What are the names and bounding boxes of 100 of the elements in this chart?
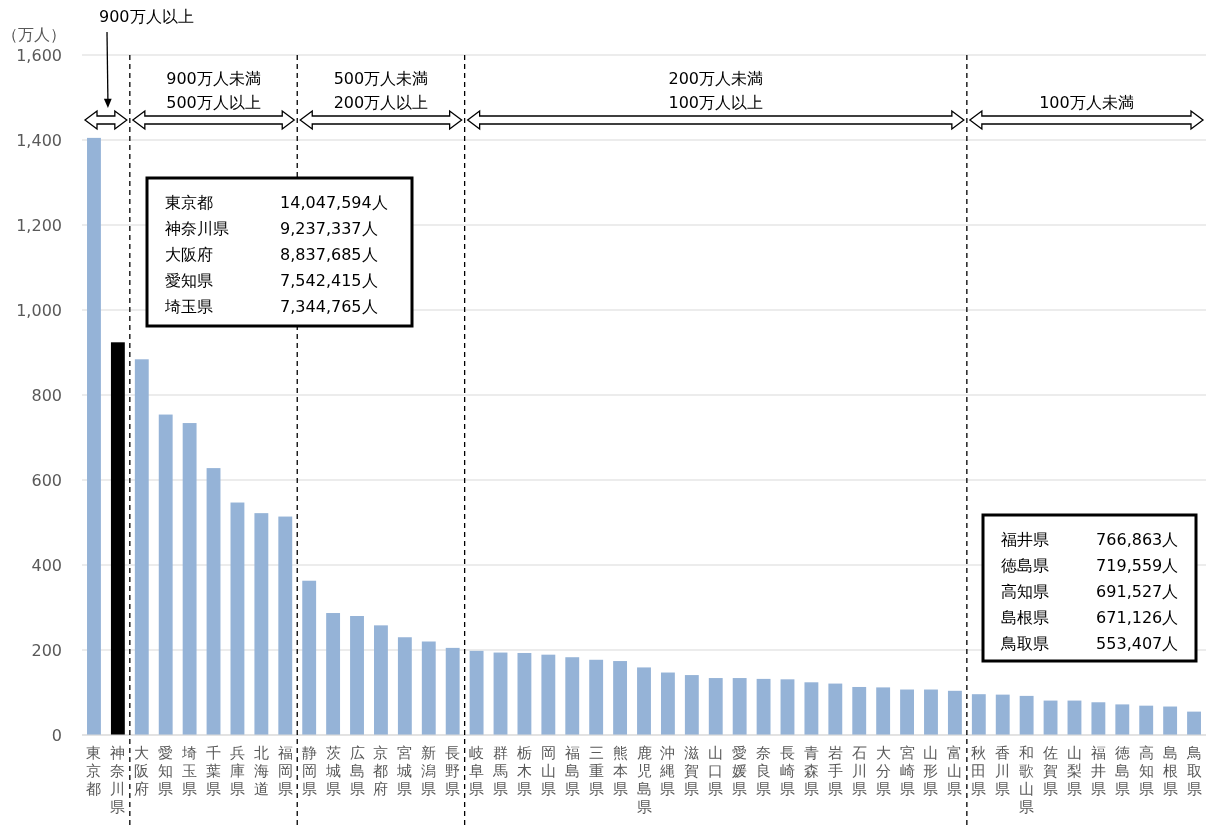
x-tick-label: 滋賀県	[684, 744, 700, 798]
x-tick-label: 愛媛県	[732, 744, 748, 798]
bar	[278, 516, 293, 735]
bar	[493, 652, 508, 735]
x-tick-label: 福井県	[1090, 744, 1106, 798]
x-tick-label: 奈良県	[756, 744, 772, 798]
y-axis-title: （万人）	[2, 25, 66, 44]
bar	[637, 667, 651, 735]
bar	[206, 468, 221, 735]
x-tick-label: 新潟県	[421, 744, 437, 798]
x-tick-label: 鹿児島県	[636, 744, 652, 816]
y-tick-label: 1,000	[16, 301, 62, 320]
bar	[1139, 705, 1154, 735]
bar	[1187, 711, 1201, 735]
annotation: 500万人未満	[333, 69, 429, 88]
x-tick-label: 鳥取県	[1185, 744, 1202, 798]
x-tick-label: 佐賀県	[1043, 744, 1059, 798]
y-tick-label: 800	[31, 386, 62, 405]
x-tick-label: 岡山県	[540, 744, 556, 798]
bar	[565, 657, 580, 735]
bar	[876, 687, 891, 735]
bar	[947, 690, 962, 735]
text: 埼玉県 7,344,765人	[165, 297, 378, 316]
x-tick-label: 大阪府	[134, 744, 150, 798]
text: 愛知県 7,542,415人	[165, 271, 378, 290]
x-tick-label: 山口県	[708, 744, 724, 798]
text: 島根県 671,126人	[1001, 608, 1179, 627]
x-tick-label: 愛知県	[158, 744, 174, 798]
x-tick-label: 岐阜県	[469, 744, 485, 798]
text: 福井県 766,863人	[1001, 530, 1179, 549]
bar	[134, 359, 149, 735]
annotation: 200万人未満	[668, 69, 764, 88]
x-tick-label: 山形県	[923, 744, 939, 798]
x-tick-label: 岩手県	[827, 744, 843, 798]
bar	[110, 342, 125, 735]
bar	[971, 694, 986, 735]
x-tick-label: 島根県	[1162, 744, 1178, 798]
bar	[995, 694, 1010, 735]
x-tick-label: 京都府	[373, 744, 389, 798]
x-tick-label: 静岡県	[301, 744, 317, 798]
x-tick-label: 山梨県	[1066, 744, 1082, 798]
x-tick-label: 福島県	[564, 744, 580, 798]
x-tick-label: 北海道	[253, 744, 269, 798]
bar	[445, 647, 460, 735]
bar	[756, 678, 771, 735]
x-tick-label: 兵庫県	[229, 744, 245, 798]
x-tick-label: 富山県	[947, 744, 963, 798]
x-tick-label: 群馬県	[492, 744, 509, 798]
x-tick-label: 石川県	[851, 744, 867, 798]
bar	[1163, 706, 1178, 735]
bar	[230, 502, 245, 735]
y-tick-label: 1,600	[16, 46, 62, 65]
bar	[469, 650, 484, 735]
x-tick-label: 和歌山県	[1019, 744, 1035, 816]
bar	[397, 637, 412, 735]
y-tick-label: 1,400	[16, 131, 62, 150]
y-tick-label: 1,200	[16, 216, 62, 235]
bar	[1091, 702, 1106, 735]
x-tick-label: 長野県	[445, 744, 461, 798]
text: 高知県 691,527人	[1001, 582, 1179, 601]
bar	[182, 423, 197, 735]
y-tick-label: 200	[31, 641, 62, 660]
x-tick-label: 香川県	[995, 744, 1011, 798]
bar	[660, 672, 675, 735]
bar	[732, 678, 747, 735]
x-tick-label: 福岡県	[277, 744, 293, 798]
bar	[589, 659, 604, 735]
text: 鳥取県 553,407人	[1001, 634, 1179, 653]
annotation: 100万人以上	[668, 93, 764, 112]
annotation: 500万人以上	[166, 93, 261, 112]
x-tick-label: 広島県	[349, 744, 365, 798]
x-tick-label: 三重県	[588, 744, 604, 798]
bar	[613, 661, 628, 735]
bar	[87, 137, 101, 735]
bar	[158, 414, 173, 735]
bar	[924, 689, 938, 735]
bar	[780, 679, 795, 735]
x-tick-label: 高知県	[1138, 744, 1154, 798]
text: 900万人以上	[99, 7, 194, 26]
bar	[828, 683, 843, 735]
bar	[1019, 695, 1034, 735]
x-tick-label: 宮城県	[396, 744, 413, 798]
x-tick-label: 東京都	[86, 744, 102, 798]
bar	[421, 641, 436, 735]
x-tick-label: 宮崎県	[899, 744, 915, 798]
x-tick-label: 徳島県	[1114, 744, 1130, 798]
bar	[517, 652, 532, 735]
bar	[350, 616, 364, 735]
bar	[326, 613, 341, 735]
x-tick-label: 埼玉県	[181, 744, 198, 798]
x-tick-label: 大分県	[875, 744, 891, 798]
y-tick-label: 0	[51, 726, 62, 745]
x-tick-label: 熊本県	[612, 744, 628, 798]
text: 東京都 14,047,594人	[165, 193, 388, 212]
bar	[1115, 704, 1130, 735]
bar	[302, 580, 317, 735]
text: 徳島県 719,559人	[1001, 556, 1179, 575]
bar	[900, 689, 914, 735]
bar	[684, 675, 699, 735]
text: 大阪府 8,837,685人	[165, 245, 378, 264]
